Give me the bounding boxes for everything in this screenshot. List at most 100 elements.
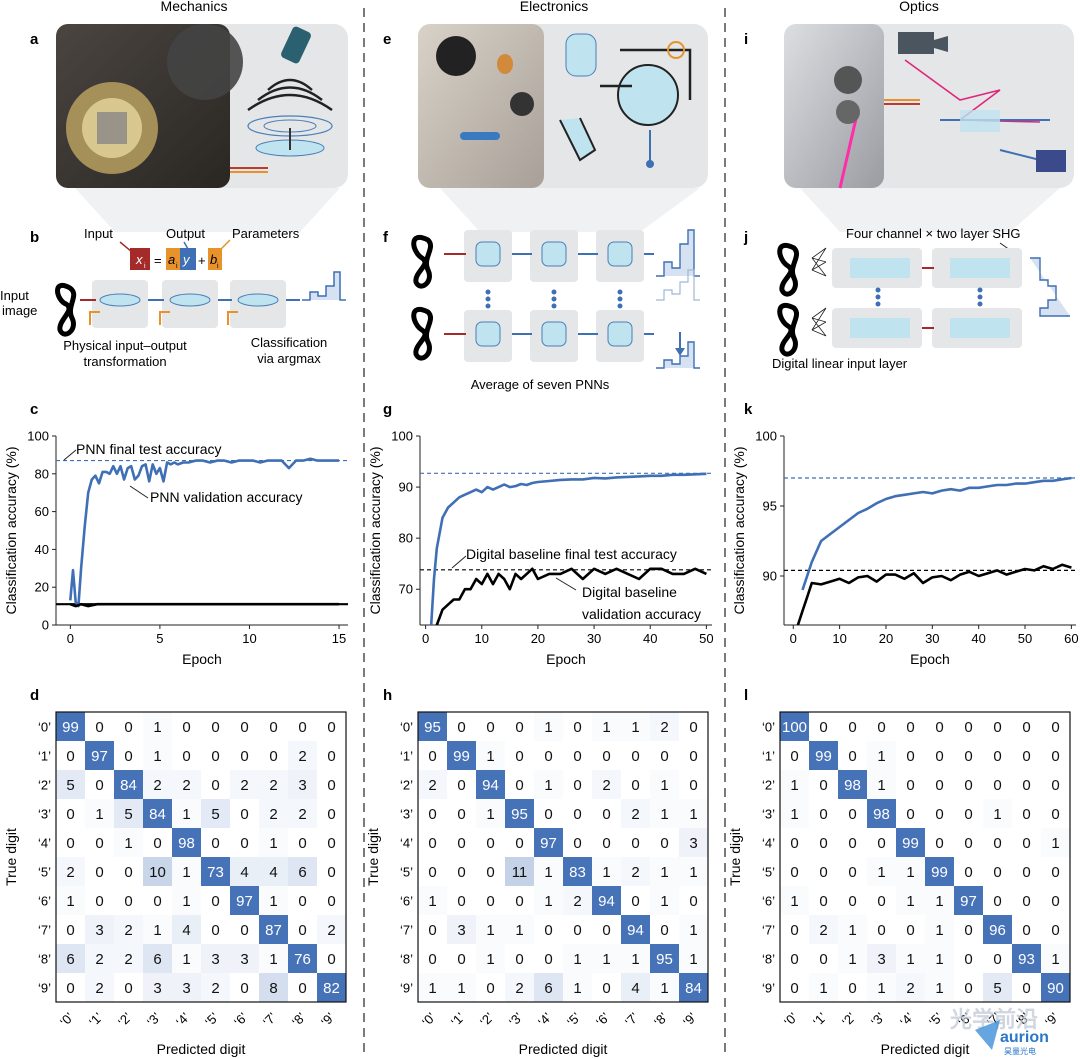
matrix-value: 0 [964, 719, 972, 736]
matrix-value: 1 [66, 893, 74, 910]
eq-b: b [210, 252, 217, 267]
matrix-value: 0 [457, 951, 465, 968]
matrix-cell [867, 799, 897, 829]
matrix-value: 90 [1047, 980, 1064, 997]
matrix-cell [418, 915, 448, 945]
matrix-value: 0 [689, 777, 697, 794]
matrix-cell [679, 828, 709, 858]
matrix-cell [1041, 799, 1071, 829]
matrix-value: 5 [66, 777, 74, 794]
matrix-cell [896, 741, 926, 771]
matrix-value: 0 [1022, 719, 1030, 736]
matrix-cell [56, 712, 86, 742]
matrix-value: 0 [428, 864, 436, 881]
matrix-cell [650, 886, 680, 916]
matrix-value: 1 [428, 893, 436, 910]
matrix-cell [447, 973, 477, 1003]
x-axis-label: Predicted digit [157, 1041, 246, 1057]
matrix-cell [476, 770, 506, 800]
matrix-value: 1 [182, 806, 190, 823]
matrix-value: 0 [877, 893, 885, 910]
matrix-cell [534, 886, 564, 916]
matrix-cell [1041, 973, 1071, 1003]
matrix-value: 2 [631, 864, 639, 881]
column-label: ‘5’ [564, 1009, 584, 1029]
matrix-value: 4 [631, 980, 639, 997]
column-header: Mechanics [161, 0, 228, 14]
matrix-value: 0 [240, 719, 248, 736]
matrix-value: 1 [182, 951, 190, 968]
matrix-value: 0 [66, 980, 74, 997]
matrix-value: 0 [428, 951, 436, 968]
matrix-value: 1 [486, 922, 494, 939]
matrix-cell [534, 712, 564, 742]
matrix-cell [288, 828, 318, 858]
label-transformation: Physical input–output [63, 338, 187, 353]
matrix-cell [983, 944, 1013, 974]
x-tick-label: 5 [156, 631, 163, 646]
matrix-value: 0 [124, 893, 132, 910]
column-label: ‘0’ [419, 1009, 439, 1029]
matrix-value: 1 [631, 951, 639, 968]
series-line [796, 563, 1072, 626]
row-label: ‘5’ [400, 865, 413, 880]
matrix-cell [954, 973, 984, 1003]
matrix-cell [317, 944, 347, 974]
matrix-cell [954, 741, 984, 771]
row-label: ‘9’ [400, 981, 413, 996]
matrix-value: 3 [689, 835, 697, 852]
matrix-value: 0 [602, 922, 610, 939]
matrix-value: 1 [790, 893, 798, 910]
matrix-value: 0 [327, 806, 335, 823]
matrix-cell [679, 857, 709, 887]
y-tick-label: 100 [27, 429, 49, 444]
matrix-value: 0 [298, 980, 306, 997]
matrix-value: 1 [573, 980, 581, 997]
matrix-value: 0 [1051, 922, 1059, 939]
matrix-value: 0 [790, 748, 798, 765]
matrix-value: 0 [993, 835, 1001, 852]
digit-eight-icon [55, 283, 77, 337]
matrix-value: 1 [848, 922, 856, 939]
matrix-value: 0 [1022, 864, 1030, 881]
matrix-value: 5 [993, 980, 1001, 997]
matrix-value: 0 [298, 719, 306, 736]
output-histogram-icon [656, 229, 700, 277]
matrix-cell [143, 712, 173, 742]
matrix-cell [288, 770, 318, 800]
confusion-matrix-d: 99 0 0 1 0 0 0 0 0 00 97 0 1 0 0 0 0 2 05 0 84 2 2 0 2 2 3 00 1 5 84 1 5… [3, 711, 347, 1057]
matrix-value: 2 [182, 777, 190, 794]
matrix-value: 0 [95, 719, 103, 736]
matrix-cell [476, 712, 506, 742]
matrix-cell [954, 886, 984, 916]
matrix-cell [288, 799, 318, 829]
matrix-value: 0 [544, 748, 552, 765]
matrix-frame [779, 711, 1071, 1003]
matrix-cell [954, 915, 984, 945]
matrix-value: 2 [269, 777, 277, 794]
matrix-value: 1 [269, 893, 277, 910]
row-label: ‘6’ [400, 894, 413, 909]
matrix-cell [867, 770, 897, 800]
matrix-value: 0 [66, 748, 74, 765]
matrix-cell [838, 828, 868, 858]
matrix-value: 1 [906, 893, 914, 910]
matrix-value: 5 [211, 806, 219, 823]
y-axis-label: Classification accuracy (%) [731, 446, 747, 614]
column-label: ‘2’ [115, 1009, 135, 1029]
matrix-cell [201, 741, 231, 771]
y-axis-label: Classification accuracy (%) [3, 446, 19, 614]
matrix-value: 0 [486, 864, 494, 881]
row-label: ‘3’ [762, 807, 775, 822]
label-digital-linear: Digital linear input layer [772, 356, 908, 371]
matrix-cell [1012, 944, 1042, 974]
matrix-cell [1012, 973, 1042, 1003]
matrix-cell [259, 857, 289, 887]
matrix-value: 0 [790, 835, 798, 852]
matrix-cell [534, 973, 564, 1003]
matrix-value: 0 [935, 777, 943, 794]
matrix-value: 1 [660, 893, 668, 910]
matrix-cell [418, 741, 448, 771]
matrix-value: 0 [428, 835, 436, 852]
matrix-value: 0 [848, 835, 856, 852]
